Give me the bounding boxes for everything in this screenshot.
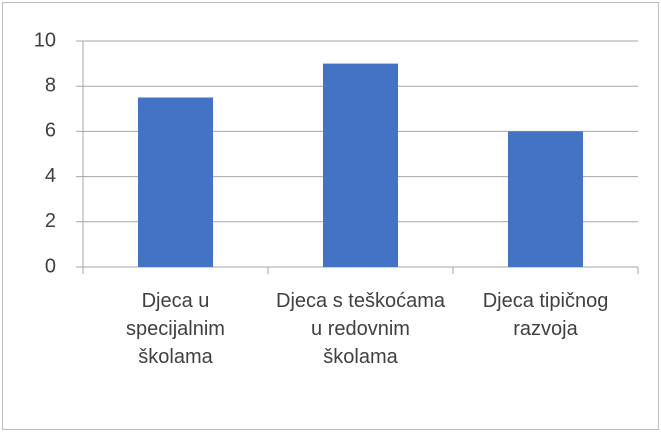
x-tick-label: Djeca tipičnog razvoja <box>482 290 609 340</box>
y-tick-label: 10 <box>34 29 56 51</box>
bar <box>323 63 398 267</box>
y-tick-label: 4 <box>45 165 56 187</box>
bar <box>508 131 583 267</box>
x-tick-label: Djeca s teškoćama u redovnim školama <box>276 290 445 368</box>
bar <box>138 97 213 267</box>
y-tick-label: 2 <box>45 210 56 232</box>
y-tick-label: 6 <box>45 120 56 142</box>
y-tick-label: 8 <box>45 74 56 96</box>
y-tick-label: 0 <box>45 255 56 277</box>
x-tick-label: Djeca u specijalnim školama <box>126 290 225 368</box>
